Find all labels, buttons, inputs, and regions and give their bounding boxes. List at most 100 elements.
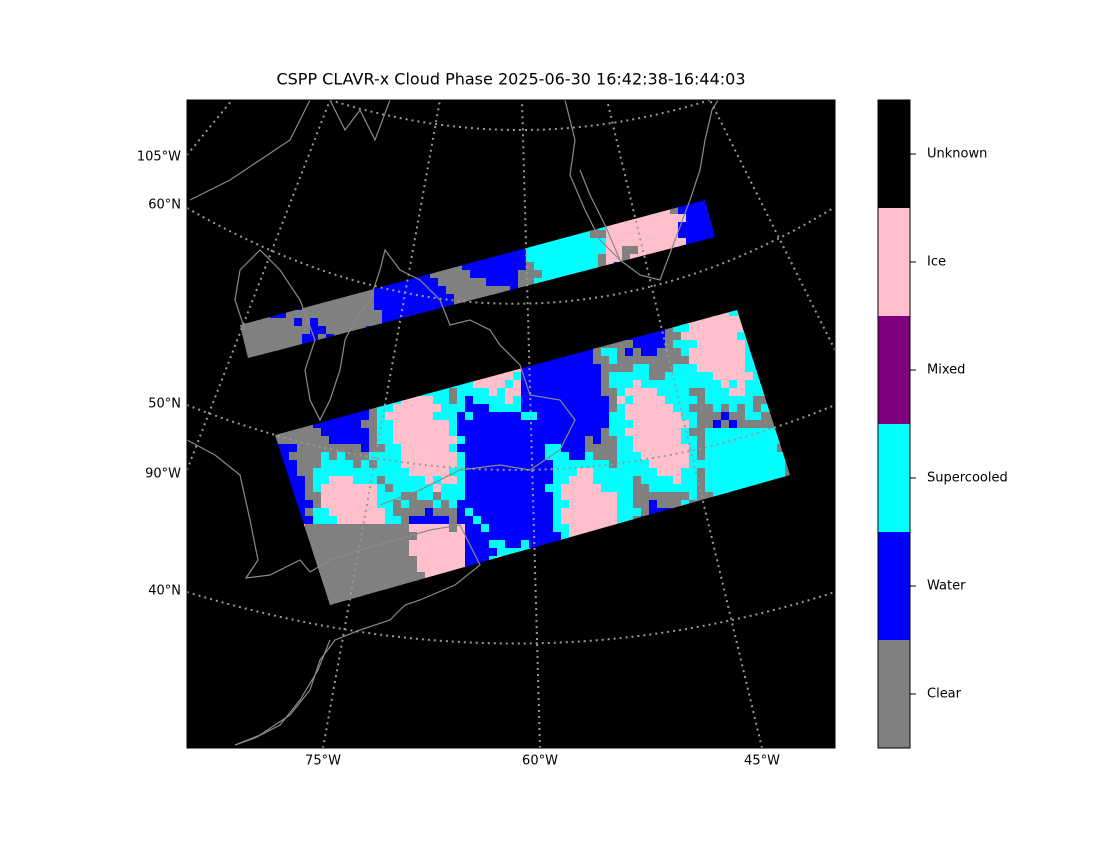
swath-pixel [574,262,583,271]
swath-pixel [502,278,511,287]
swath-pixel [329,444,338,453]
swath-pixel [569,484,578,493]
swath-pixel [617,388,626,397]
swath-pixel [441,484,450,493]
swath-pixel [505,508,514,517]
swath-pixel [566,262,575,271]
swath-pixel [654,246,663,255]
swath-pixel [553,404,562,413]
swath-pixel [601,388,610,397]
swath-pixel [665,404,674,413]
swath-pixel [345,572,354,581]
swath-pixel [454,294,463,303]
swath-pixel [361,548,370,557]
swath-pixel [401,460,410,469]
swath-pixel [425,500,434,509]
swath-pixel [449,516,458,525]
swath-pixel [625,500,634,509]
swath-pixel [289,484,298,493]
swath-pixel [345,588,354,597]
swath-pixel [705,316,714,325]
swath-pixel [313,428,322,437]
swath-pixel [369,428,378,437]
swath-pixel [270,334,279,343]
swath-pixel [697,372,706,381]
swath-pixel [318,334,327,343]
swath-pixel [601,364,610,373]
swath-pixel [601,476,610,485]
swath-pixel [681,380,690,389]
swath-pixel [689,396,698,405]
swath-pixel [657,380,666,389]
swath-pixel [473,524,482,533]
swath-pixel [334,318,343,327]
swath-pixel [689,340,698,349]
swath-pixel [625,508,634,517]
swath-pixel [433,540,442,549]
swath-pixel [593,428,602,437]
swath-pixel [569,380,578,389]
swath-pixel [566,238,575,247]
swath-pixel [737,420,746,429]
swath-pixel [329,484,338,493]
swath-pixel [654,214,663,223]
swath-pixel [457,532,466,541]
swath-pixel [449,396,458,405]
swath-pixel [393,524,402,533]
swath-pixel [377,548,386,557]
swath-pixel [617,356,626,365]
swath-pixel [577,452,586,461]
swath-pixel [646,230,655,239]
swath-pixel [510,278,519,287]
swath-pixel [561,412,570,421]
swath-pixel [521,516,530,525]
swath-pixel [449,476,458,485]
swath-pixel [617,444,626,453]
swath-pixel [729,316,738,325]
swath-pixel [585,396,594,405]
swath-pixel [502,262,511,271]
swath-pixel [449,404,458,413]
swath-pixel [513,420,522,429]
swath-pixel [609,420,618,429]
swath-pixel [377,580,386,589]
swath-pixel [449,412,458,421]
swath-pixel [497,532,506,541]
swath-pixel [297,444,306,453]
swath-pixel [489,380,498,389]
swath-pixel [593,508,602,517]
swath-pixel [601,452,610,461]
swath-pixel [497,396,506,405]
swath-pixel [305,476,314,485]
swath-pixel [409,508,418,517]
swath-pixel [585,372,594,381]
swath-pixel [641,452,650,461]
swath-pixel [329,596,338,605]
swath-pixel [529,388,538,397]
swath-pixel [729,324,738,333]
swath-pixel [470,270,479,279]
swath-pixel [529,492,538,501]
swath-pixel [305,516,314,525]
swath-pixel [553,380,562,389]
swath-pixel [465,428,474,437]
swath-pixel [409,428,418,437]
swath-pixel [513,516,522,525]
swath-pixel [641,348,650,357]
swath-pixel [430,270,439,279]
swath-pixel [401,556,410,565]
swath-pixel [745,356,754,365]
swath-pixel [681,348,690,357]
colorbar-segment [878,640,910,748]
colorbar-label: Unknown [927,147,987,162]
swath-pixel [329,572,338,581]
swath-pixel [598,246,607,255]
swath-pixel [566,246,575,255]
swath-pixel [513,476,522,485]
swath-pixel [369,484,378,493]
swath-pixel [657,404,666,413]
swath-pixel [401,524,410,533]
swath-pixel [625,428,634,437]
swath-pixel [681,460,690,469]
